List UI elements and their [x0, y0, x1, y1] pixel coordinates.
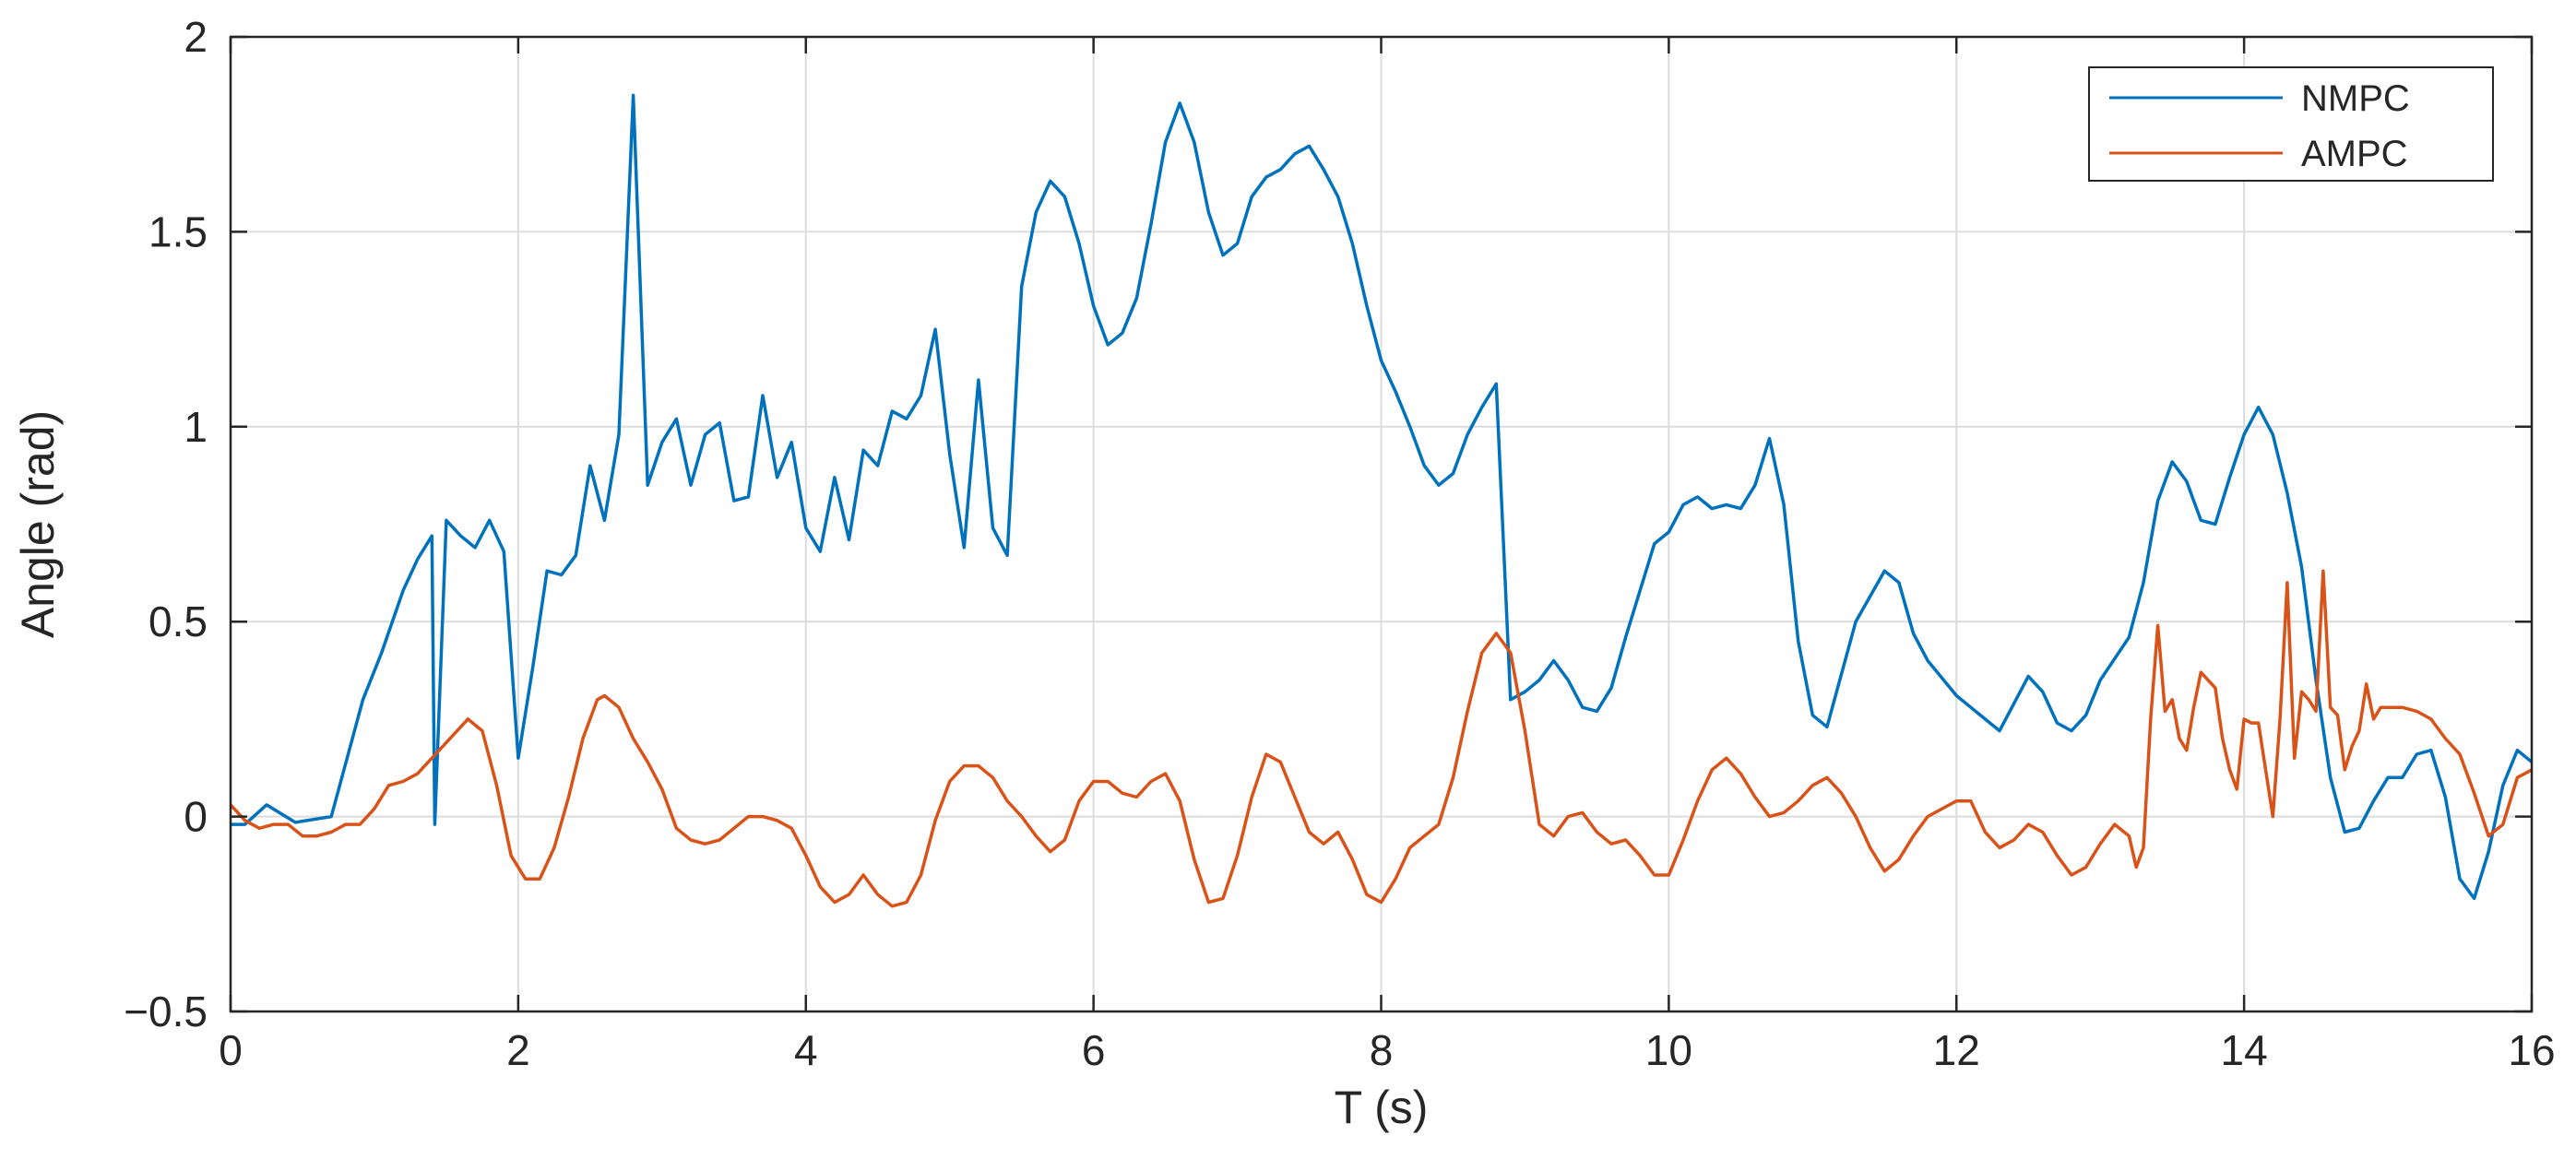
series-line-nmpc: [231, 93, 2534, 901]
series-lines: [229, 93, 2534, 908]
y-tick-label: 2: [184, 13, 208, 61]
x-axis-label: T (s): [1335, 1082, 1429, 1133]
legend: NMPC AMPC: [2088, 66, 2494, 182]
x-tick-label: 8: [1370, 1026, 1394, 1074]
x-tick-label: 4: [794, 1026, 818, 1074]
axis-ticks: 0 2 4 6 8 10 12 14 16−0.500.511.52: [124, 13, 2555, 1074]
y-tick-label: 1.5: [148, 207, 208, 255]
y-axis-label: Angle (rad): [12, 410, 64, 638]
legend-box: [2088, 66, 2494, 182]
legend-label-nmpc: NMPC: [2301, 78, 2410, 119]
series-line-ampc: [229, 569, 2533, 908]
x-tick-label: 6: [1082, 1026, 1106, 1074]
y-tick-label: −0.5: [124, 988, 208, 1035]
x-tick-label: 14: [2221, 1026, 2268, 1074]
x-tick-label: 2: [506, 1026, 530, 1074]
x-tick-label: 16: [2508, 1026, 2555, 1074]
y-tick-label: 1: [184, 403, 208, 451]
grid-lines: [231, 37, 2532, 1011]
x-tick-label: 10: [1645, 1026, 1692, 1074]
y-tick-label: 0.5: [148, 597, 208, 645]
x-tick-label: 0: [219, 1026, 243, 1074]
y-tick-label: 0: [184, 793, 208, 841]
x-tick-label: 12: [1933, 1026, 1980, 1074]
legend-label-ampc: AMPC: [2301, 134, 2408, 174]
